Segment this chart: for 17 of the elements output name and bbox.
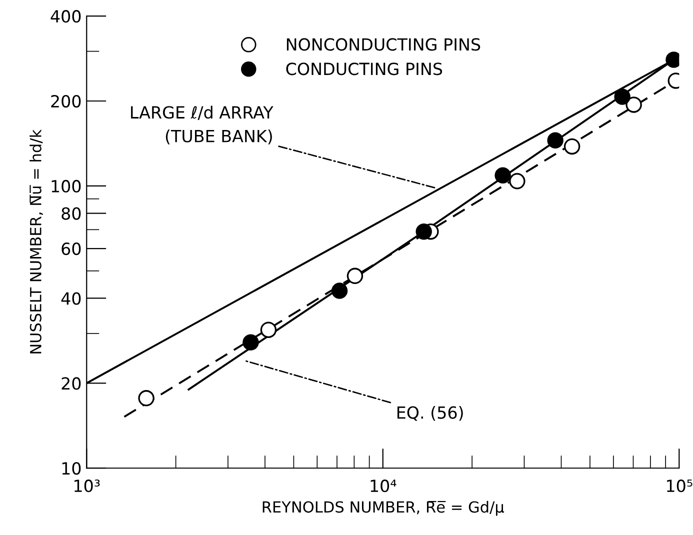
legend-label: CONDUCTING PINS xyxy=(286,62,442,76)
legend-label: NONCONDUCTING PINS xyxy=(286,38,480,51)
y-tick-label: 40 xyxy=(61,292,81,305)
y-tick-label: 20 xyxy=(62,377,81,390)
x-tick-label: 10⁵ xyxy=(667,480,692,492)
y-tick-label: 200 xyxy=(51,94,81,108)
x-axis-title: REYNOLDS NUMBER, R̅e̅ = Gd/μ xyxy=(262,500,504,516)
y-tick-label: 10 xyxy=(62,462,81,475)
y-tick-label: 400 xyxy=(50,10,81,23)
y-axis-title: NUSSELT NUMBER, N̅u̅ = hd/k xyxy=(30,129,43,354)
y-tick-label: 100 xyxy=(52,180,81,193)
x-tick-label: 10⁴ xyxy=(370,480,396,492)
annotation: LARGE ℓ/d ARRAY (TUBE BANK) xyxy=(131,106,274,144)
annotation: EQ. (56) xyxy=(397,406,463,421)
y-tick-label: 60 xyxy=(62,242,81,256)
y-tick-label: 80 xyxy=(62,207,81,220)
x-tick-label: 10³ xyxy=(74,480,100,492)
